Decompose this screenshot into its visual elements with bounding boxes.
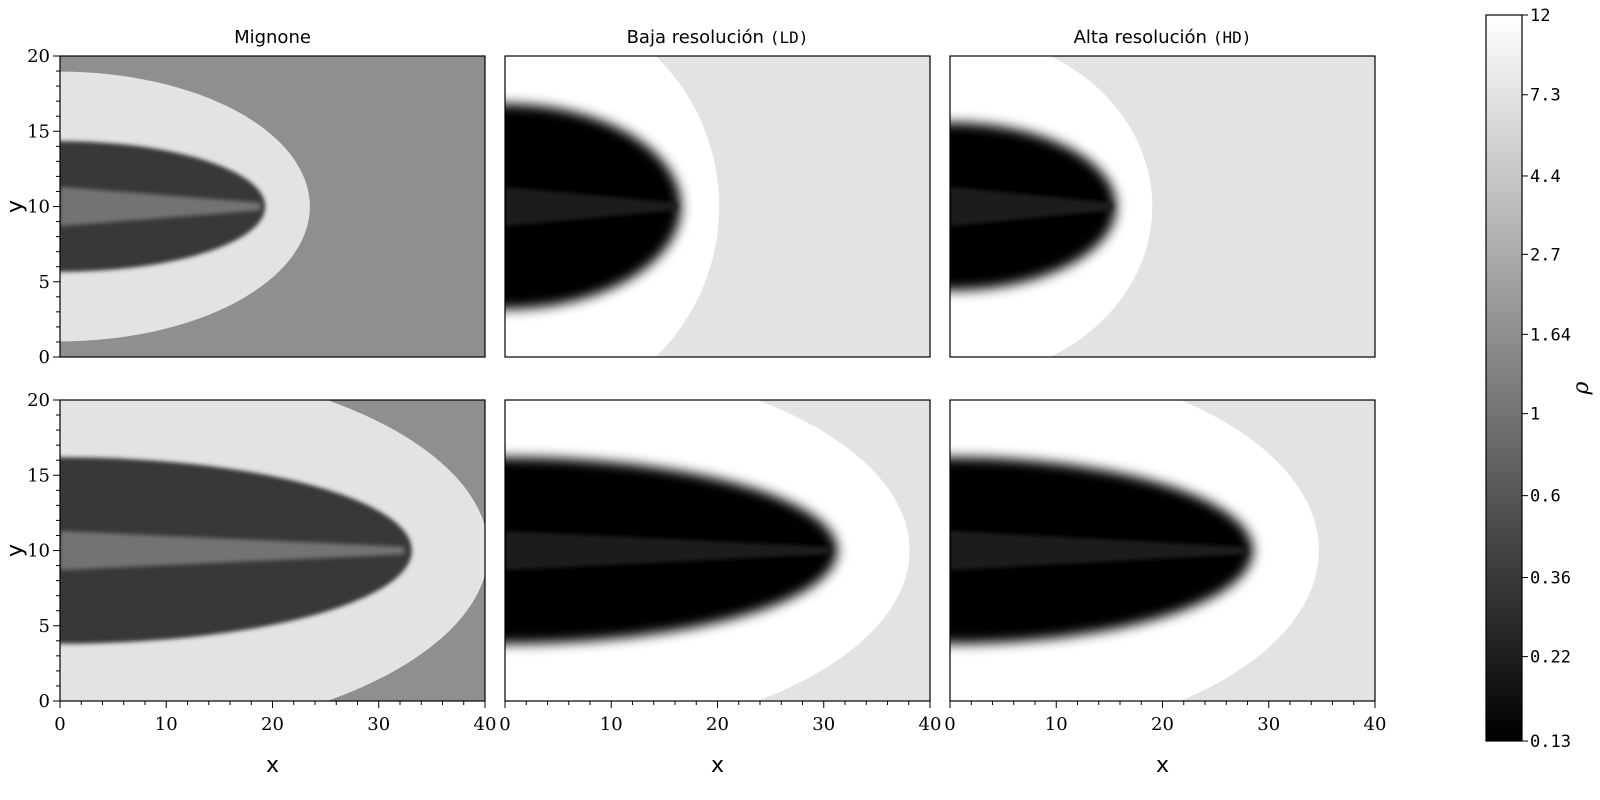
density-map [505,56,930,357]
panel-title-code: (LD) [770,28,809,47]
colorbar-tick-label: 0.6 [1530,487,1561,507]
x-tick-label: 40 [1364,714,1387,735]
colorbar-tick-label: 2.7 [1530,245,1561,265]
panel-1: Baja resolución (LD) [504,27,931,358]
colorbar-tick-label: 1 [1530,405,1540,425]
x-tick-label: 30 [367,714,390,735]
y-axis-label: y [3,200,28,213]
colorbar-tick-label: 12 [1530,6,1550,26]
x-tick-label: 0 [944,714,955,735]
x-tick-label: 20 [261,714,284,735]
x-tick-label: 0 [499,714,510,735]
x-tick-label: 30 [812,714,835,735]
jet-beam [505,530,831,571]
density-map [60,400,485,701]
panel-2: Alta resolución (HD) [949,27,1376,358]
panel-4: 0 10 20 30 40 x [499,399,942,778]
colorbar: 12 7.3 4.4 2.7 1.64 1 0.6 0.36 0.22 0.13 ρ [1485,6,1594,752]
panel-title-text: Alta resolución [1074,27,1207,48]
colorbar-tick-label: 0.36 [1530,569,1571,589]
x-tick-label: 10 [1045,714,1068,735]
density-map [505,400,930,701]
panel-grid: 0 5 10 15 20 y Mignone Baja resolución (LD) Alta … [3,27,1387,778]
colorbar-tick-label: 7.3 [1530,86,1561,106]
x-axis-label: x [266,753,279,778]
colorbar-tick-label: 0.22 [1530,648,1571,668]
colorbar-tick-label: 1.64 [1530,325,1571,345]
y-tick-label: 15 [27,465,50,486]
y-tick-label: 5 [39,616,50,637]
y-tick-label: 0 [39,691,50,712]
colorbar-tick-label: 4.4 [1530,167,1561,187]
y-tick-label: 20 [27,46,50,67]
y-tick-label: 5 [39,272,50,293]
x-axis-label: x [711,753,724,778]
y-tick-label: 10 [27,541,50,562]
y-tick-label: 15 [27,121,50,142]
x-axis-label: x [1156,753,1169,778]
panel-0: 0 5 10 15 20 y Mignone [3,27,486,368]
x-tick-label: 10 [155,714,178,735]
panel-title: Baja resolución (LD) [627,27,809,48]
panel-frame [504,55,931,358]
y-axis-label: y [3,544,28,557]
panel-title-text: Mignone [234,27,311,48]
jet-beam [505,186,678,227]
panel-title: Mignone [234,27,311,48]
y-tick-label: 0 [39,347,50,368]
density-map [950,56,1375,357]
x-tick-label: 40 [919,714,942,735]
colorbar-tick-label: 0.13 [1530,732,1571,752]
colorbar-label: ρ [1569,381,1594,395]
colorbar-ticks: 12 7.3 4.4 2.7 1.64 1 0.6 0.36 0.22 0.13 [1522,6,1571,752]
x-tick-label: 0 [54,714,65,735]
colorbar-gradient [1485,14,1523,742]
panel-5: 0 10 20 30 40 x [944,399,1387,778]
x-tick-label: 40 [474,714,497,735]
panel-3: 0 5 10 15 20 0 10 20 30 40 y x [3,390,497,778]
x-tick-label: 20 [706,714,729,735]
jet-beam [60,530,405,571]
jet-beam [950,530,1247,571]
panel-title-text: Baja resolución [627,27,764,48]
density-map [60,56,485,357]
panel-title-code: (HD) [1213,28,1252,47]
panel-title: Alta resolución (HD) [1074,27,1252,48]
density-map [950,400,1375,701]
y-tick-label: 10 [27,197,50,218]
y-tick-label: 20 [27,390,50,411]
jet-beam [60,186,261,227]
panel-frame [949,55,1376,358]
x-tick-label: 10 [600,714,623,735]
jet-beam [950,186,1113,227]
x-tick-label: 30 [1257,714,1280,735]
x-tick-label: 20 [1151,714,1174,735]
